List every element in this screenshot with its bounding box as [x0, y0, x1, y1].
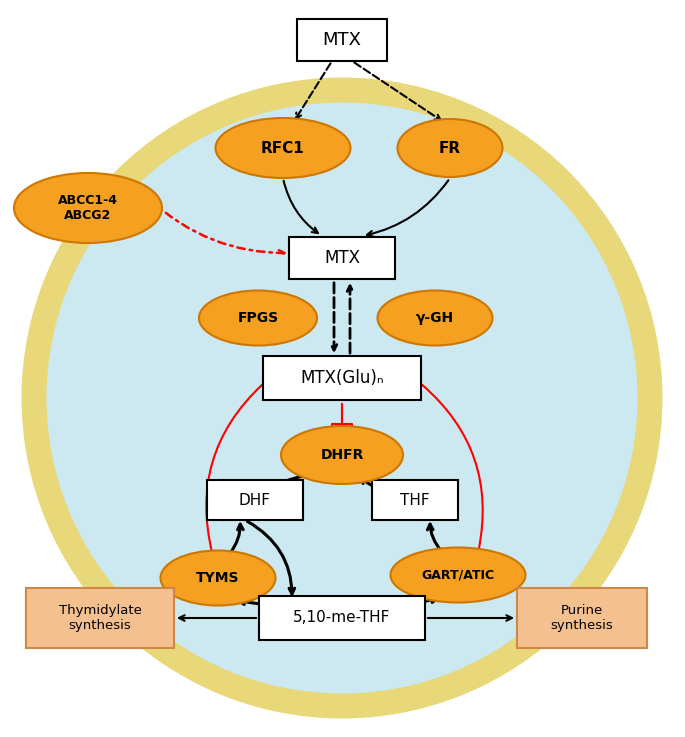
- Text: Thymidylate
synthesis: Thymidylate synthesis: [58, 604, 141, 632]
- Ellipse shape: [377, 290, 493, 346]
- Text: FR: FR: [439, 141, 461, 156]
- Ellipse shape: [14, 173, 162, 243]
- Text: MTX: MTX: [323, 31, 362, 49]
- Text: ABCC1-4
ABCG2: ABCC1-4 ABCG2: [58, 194, 118, 222]
- Circle shape: [34, 90, 650, 706]
- Text: γ-GH: γ-GH: [416, 311, 454, 325]
- FancyBboxPatch shape: [373, 480, 458, 520]
- Ellipse shape: [397, 119, 503, 177]
- Text: 5,10-me-THF: 5,10-me-THF: [293, 610, 390, 626]
- FancyBboxPatch shape: [208, 480, 303, 520]
- Text: THF: THF: [400, 492, 429, 508]
- FancyBboxPatch shape: [263, 356, 421, 400]
- Ellipse shape: [390, 548, 525, 603]
- Text: TYMS: TYMS: [196, 571, 240, 585]
- Text: DHF: DHF: [239, 492, 271, 508]
- Ellipse shape: [216, 118, 351, 178]
- Text: MTX(Glu)ₙ: MTX(Glu)ₙ: [300, 369, 384, 387]
- Ellipse shape: [281, 426, 403, 484]
- Text: FPGS: FPGS: [238, 311, 279, 325]
- FancyBboxPatch shape: [260, 596, 425, 640]
- FancyBboxPatch shape: [297, 19, 387, 61]
- Text: Purine
synthesis: Purine synthesis: [551, 604, 613, 632]
- FancyBboxPatch shape: [26, 588, 174, 648]
- Text: GART/ATIC: GART/ATIC: [421, 568, 495, 581]
- Text: DHFR: DHFR: [321, 448, 364, 462]
- Text: RFC1: RFC1: [261, 141, 305, 156]
- Ellipse shape: [199, 290, 317, 346]
- FancyBboxPatch shape: [517, 588, 647, 648]
- FancyBboxPatch shape: [290, 237, 395, 279]
- Text: MTX: MTX: [324, 249, 360, 267]
- Ellipse shape: [160, 551, 275, 606]
